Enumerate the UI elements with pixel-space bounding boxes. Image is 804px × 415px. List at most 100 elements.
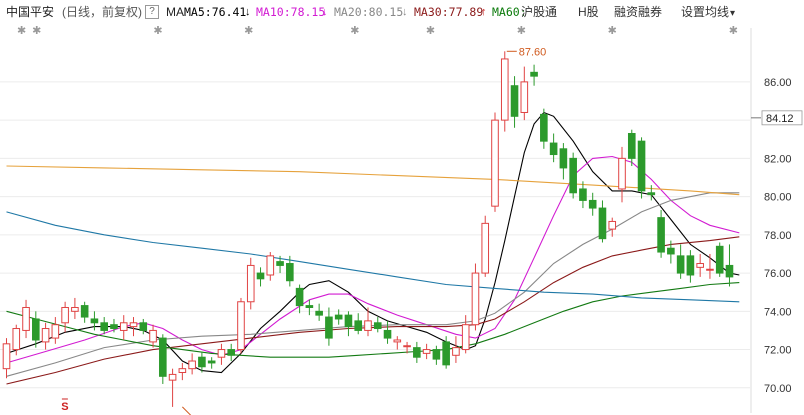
candle [530,64,538,86]
candle [227,343,236,362]
candle-body [315,310,323,316]
candle-body [295,287,304,307]
ma20-label: MA20 [334,5,362,19]
ma30-value: 77.89 [448,5,484,19]
candle-body [715,245,724,274]
tab-margin-trading[interactable]: 融资融券 [614,5,663,19]
candle-body [32,318,40,341]
ma5-trend-icon: ↓ [245,6,251,18]
y-tick-label: 76.00 [764,268,792,280]
candle [354,313,363,335]
candle [256,267,265,287]
candle-body [276,261,284,266]
candle-body [354,320,363,331]
candle-body [569,157,577,194]
candle [598,200,607,243]
star-icon: ✱ [608,24,617,37]
candle-body [598,207,607,240]
candle-body [227,349,236,356]
candle [139,318,148,335]
candle [540,108,548,149]
candle-body [696,263,704,268]
low-pointer [182,406,192,415]
dropdown-arrow-icon: ▾ [730,8,736,19]
candle [413,341,421,363]
candle-body [286,263,294,282]
candle [715,242,724,277]
candle [618,146,626,203]
candle-body [256,272,265,280]
y-tick-label: 72.00 [764,345,792,357]
ma5-indicator: MA5:76.41 [184,5,247,19]
candle-body [637,140,646,192]
orange_line-line [6,165,740,196]
candle-body [159,337,167,377]
candle [325,307,333,346]
candle [159,334,167,384]
candle [725,244,734,287]
candle [237,297,245,354]
candle [207,357,216,369]
candle-body [207,360,216,364]
candle-body [373,322,382,330]
candle [100,317,109,335]
candle [500,51,509,132]
candle-body [110,324,118,330]
stock-name: 中国平安 [6,5,55,19]
candle-body [22,306,30,331]
candle [90,311,99,331]
candle [432,345,441,365]
ma30-label: MA30 [414,5,442,19]
ma10-indicator: MA10:78.15 [256,5,326,19]
candle-body [432,349,441,360]
candle-body [676,255,685,274]
candle-body [422,349,431,354]
candle-body [344,314,353,328]
candle [549,133,558,163]
ma60-indicator: MA60: [492,5,527,19]
candle [80,301,89,323]
candle-body [588,199,597,209]
candle [627,129,636,167]
candle [676,244,685,279]
ma5-label: MA5 [184,5,205,19]
ma20-trend-icon: ↓ [402,6,408,18]
candle [41,322,50,350]
ma20-line [6,192,740,377]
tab-h-share[interactable]: H股 [578,5,599,19]
candle-body [305,305,314,308]
candle-body [706,268,714,271]
candle-body [627,133,636,159]
candle-body [461,324,470,351]
candle-body [530,71,538,77]
candle-body [510,85,519,117]
candle [344,311,353,337]
candle-body [686,255,695,276]
candle [510,76,519,128]
candle [178,362,187,381]
candle-body [403,345,411,348]
candle-body [559,148,568,169]
candle [393,336,402,350]
tab-hk-connect[interactable]: 沪股通 [521,5,558,19]
tab-ma-settings[interactable]: 设置均线▾ [681,0,735,26]
candle-body [442,341,450,366]
star-icon: ✱ [426,24,435,37]
candle-body [647,192,656,196]
candle-body [657,217,665,253]
candle [51,317,60,344]
ma20-value: 80.15 [368,5,404,19]
candle [217,343,226,365]
y-tick-label: 70.00 [764,383,792,395]
candle-body [178,368,187,373]
star-icon: ✱ [17,24,26,37]
help-icon[interactable]: ? [145,5,159,19]
candle [383,320,392,344]
candle-body [237,301,245,351]
candle [168,368,177,407]
candle-body [500,58,509,121]
candle-body [217,349,226,358]
candle [198,351,206,373]
ma30-trend-icon: ↑ [481,6,487,18]
